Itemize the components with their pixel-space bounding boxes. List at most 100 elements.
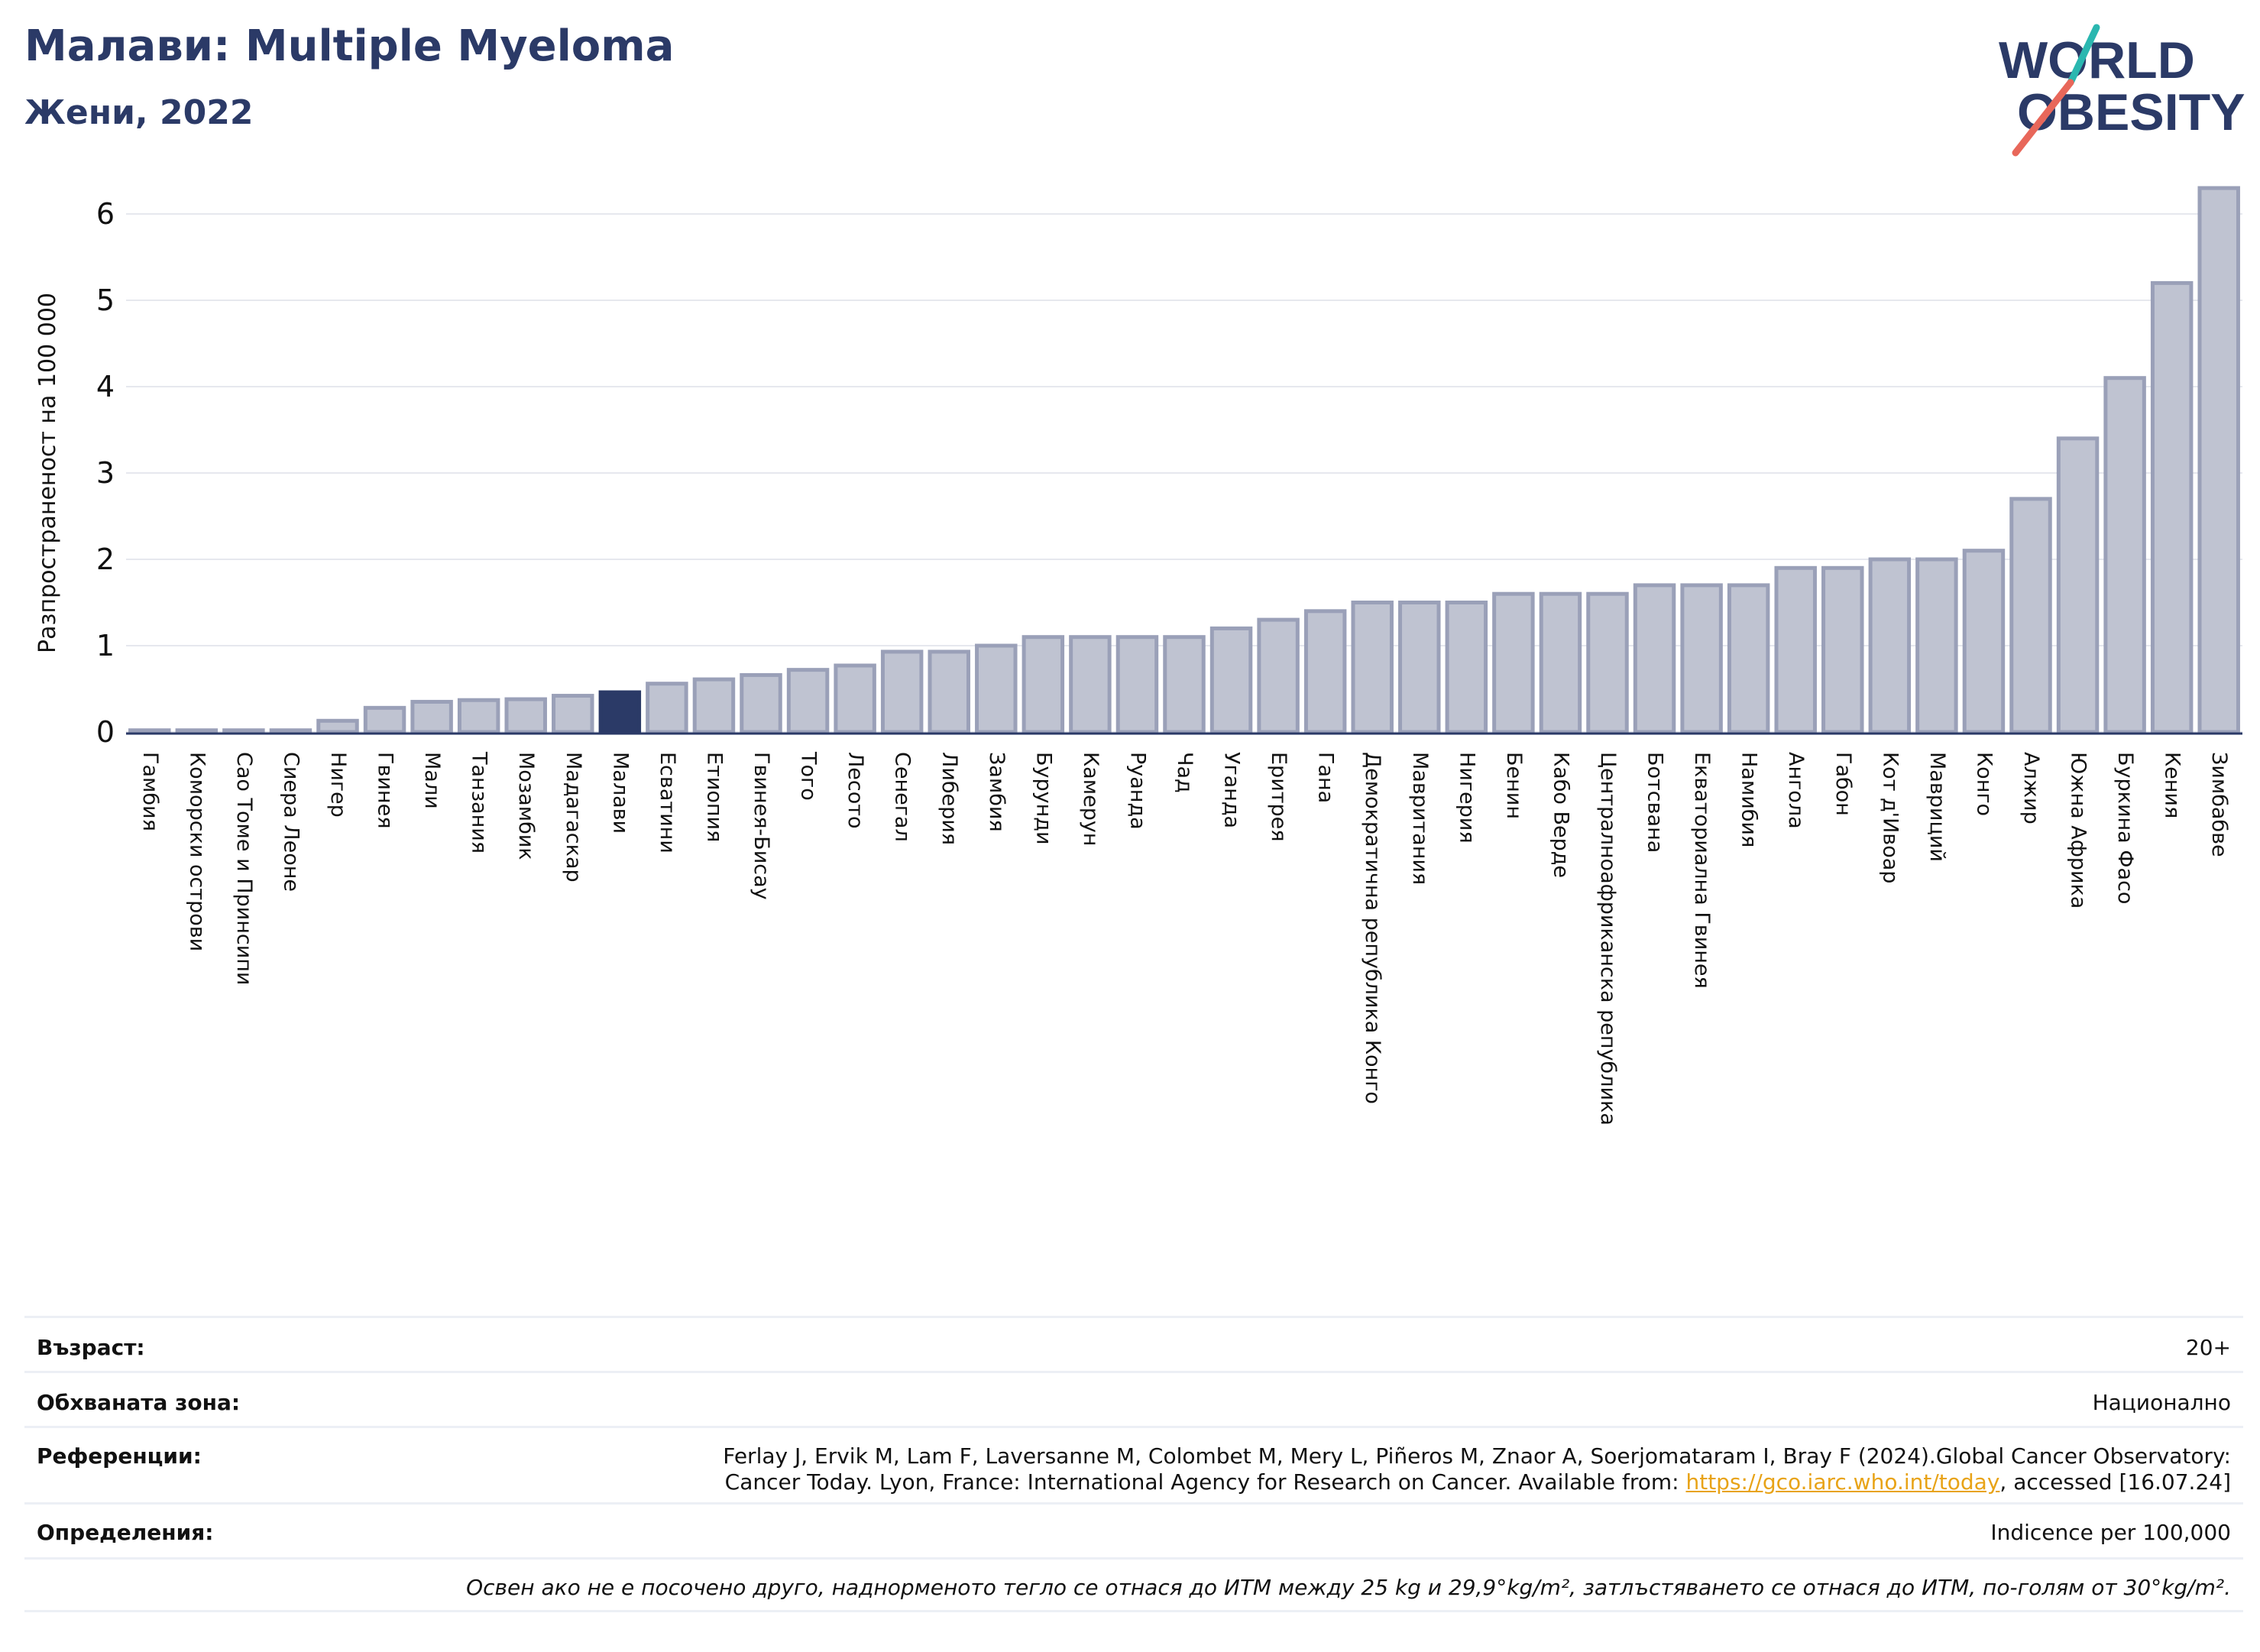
y-tick-label: 2 [96, 543, 115, 576]
x-tick-label: Мавритания [1408, 752, 1432, 885]
bar-21 [1115, 635, 1159, 734]
note-row: Освен ако не е посочено друго, наднормен… [24, 1557, 2243, 1612]
definitions-label: Определения: [37, 1520, 214, 1545]
chart-title: Малави: Multiple Myeloma [24, 21, 675, 71]
x-tick-label: Сиера Леоне [279, 752, 303, 892]
bar-38 [1915, 557, 1958, 734]
bar-30 [1539, 591, 1582, 734]
y-tick-label: 3 [96, 456, 115, 490]
x-tick-label: Мавриций [1925, 752, 1949, 862]
x-tick-label: Замбия [985, 752, 1009, 832]
bar-39 [1962, 549, 2006, 734]
y-tick-label: 4 [96, 370, 115, 403]
logo-slash-coral [2012, 79, 2074, 157]
bar-15 [834, 663, 876, 734]
x-tick-label: Малави [608, 752, 632, 834]
x-tick-label: Нигер [326, 752, 350, 818]
x-tick-label: Мали [420, 752, 444, 809]
x-tick-label: Камерун [1079, 752, 1102, 846]
x-tick-label: Нигерия [1455, 752, 1478, 844]
bar-8 [504, 697, 547, 734]
logo-word-world: WORLD [1999, 31, 2195, 89]
references-link[interactable]: https://gco.iarc.who.int/today [1685, 1469, 2000, 1495]
x-tick-label: Екваториална Гвинея [1690, 752, 1714, 989]
bar-2 [222, 728, 265, 735]
x-tick-label: Еритрея [1267, 752, 1290, 841]
x-tick-label: Коморски острови [185, 752, 209, 951]
bar-12 [692, 677, 736, 734]
age-row: Възраст: 20+ [24, 1316, 2243, 1371]
bar-29 [1492, 591, 1535, 734]
bar-13 [740, 672, 782, 734]
bar-27 [1398, 601, 1441, 734]
x-tick-label: Бурунди [1031, 752, 1055, 845]
definitions-row: Определения: Indicence per 100,000 [24, 1502, 2243, 1557]
x-axis-labels: Гамбия Коморски острови Сао Томе и Принсип… [138, 751, 2231, 1126]
bars [128, 186, 2240, 735]
references-row: Референции: Ferlay J, Ervik M, Lam F, La… [24, 1426, 2243, 1502]
bar-0 [128, 728, 171, 735]
bar-44 [2197, 186, 2240, 734]
area-label: Обхваната зона: [37, 1390, 241, 1415]
x-tick-label: Гамбия [138, 752, 162, 831]
bar-19 [1022, 635, 1065, 734]
x-tick-label: Есватини [656, 752, 679, 854]
x-tick-label: Гвинея-Бисау [750, 752, 773, 900]
bar-11 [646, 682, 688, 734]
bar-chart: 0 1 2 3 4 5 6 Гамбия Коморски острови Сао Томе и… [34, 186, 2242, 1126]
bar-33 [1680, 583, 1723, 734]
references-line2-post: , accessed [16.07.24] [1999, 1469, 2231, 1495]
x-tick-label: Мозамбик [514, 752, 538, 860]
x-tick-label: Танзания [468, 751, 491, 854]
bar-31 [1586, 591, 1629, 734]
metadata-table: Възраст: 20+ Обхваната зона: Национално … [24, 1316, 2243, 1612]
x-tick-label: Демократична република Конго [1361, 752, 1384, 1104]
bar-16 [880, 649, 924, 734]
bar-10 [598, 690, 642, 734]
x-tick-label: Сенегал [891, 752, 915, 842]
y-axis-label: Разпространеност на 100 000 [34, 293, 61, 653]
bar-41 [2056, 436, 2100, 734]
age-value: 20+ [2185, 1335, 2231, 1360]
area-value: Национално [2092, 1390, 2231, 1415]
logo-slash-teal [2067, 24, 2100, 86]
bar-25 [1303, 609, 1347, 734]
references-value: Ferlay J, Ervik M, Lam F, Laversanne M, … [723, 1443, 2231, 1495]
x-tick-label: Чад [1173, 752, 1196, 793]
bar-4 [316, 718, 359, 734]
x-tick-label: Того [797, 751, 821, 801]
chart-subtitle: Жени, 2022 [24, 93, 254, 132]
bar-20 [1069, 635, 1112, 734]
x-tick-label: Алжир [2019, 752, 2043, 824]
x-tick-label: Мадагаскар [562, 752, 585, 883]
bar-5 [363, 705, 406, 734]
bar-3 [269, 728, 312, 735]
bar-37 [1868, 557, 1912, 734]
bar-9 [552, 694, 594, 734]
age-label: Възраст: [37, 1335, 145, 1360]
x-tick-label: Етиопия [702, 752, 726, 842]
x-tick-label: Буркина Фасо [2113, 752, 2137, 904]
y-tick-label: 0 [96, 715, 115, 749]
x-tick-label: Руанда [1125, 752, 1149, 830]
bar-34 [1727, 583, 1770, 734]
bar-32 [1633, 583, 1676, 734]
bar-6 [410, 699, 453, 734]
x-tick-label: Ангола [1784, 752, 1808, 829]
x-tick-label: Уганда [1220, 752, 1244, 828]
bar-14 [786, 668, 830, 734]
x-tick-label: Либерия [937, 752, 961, 845]
y-tick-label: 5 [96, 283, 115, 317]
bar-26 [1351, 601, 1394, 734]
world-obesity-logo: WORLD OBESITY [1999, 24, 2245, 157]
area-row: Обхваната зона: Национално [24, 1371, 2243, 1426]
footnote: Освен ако не е посочено друго, наднормен… [466, 1575, 2231, 1600]
x-tick-label: Централноафриканска република [1596, 752, 1620, 1126]
x-tick-label: Гана [1314, 752, 1338, 803]
bar-1 [175, 728, 219, 735]
x-tick-label: Ботсвана [1643, 752, 1667, 853]
bar-22 [1163, 635, 1206, 734]
x-tick-label: Лесото [843, 752, 867, 829]
bar-28 [1445, 601, 1488, 734]
logo-word-obesity: OBESITY [2017, 83, 2245, 141]
